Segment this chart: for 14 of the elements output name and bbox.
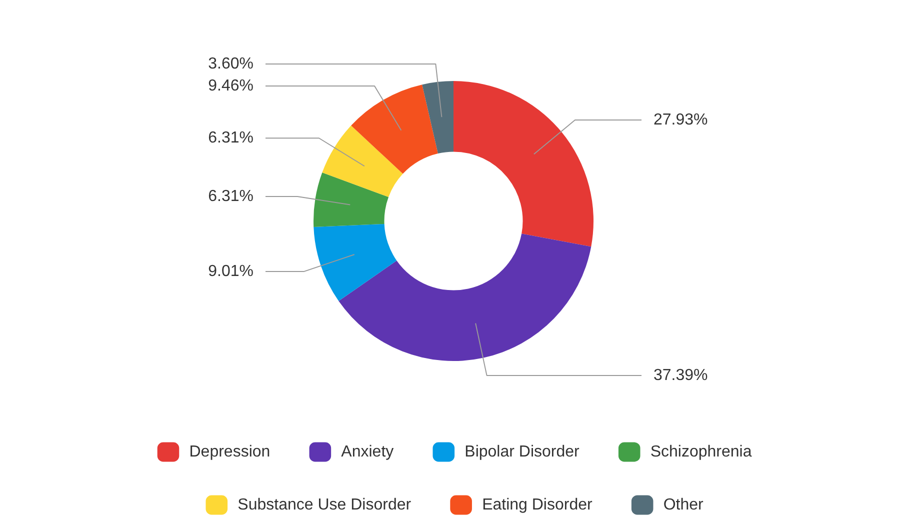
legend-label: Substance Use Disorder	[238, 496, 412, 514]
legend-label: Anxiety	[341, 443, 394, 460]
legend-label: Other	[663, 496, 704, 514]
legend-label: Schizophrenia	[650, 443, 752, 460]
data-label: 9.01%	[208, 262, 254, 280]
legend-label: Bipolar Disorder	[464, 443, 580, 460]
data-label: 6.31%	[208, 130, 254, 147]
data-label: 3.60%	[208, 55, 254, 72]
data-label: 37.39%	[654, 366, 708, 384]
data-label: 9.46%	[208, 77, 254, 94]
data-label: 6.31%	[208, 188, 254, 205]
data-label: 27.93%	[654, 111, 708, 128]
legend-label: Depression	[189, 443, 270, 460]
legend-label: Eating Disorder	[482, 496, 594, 514]
